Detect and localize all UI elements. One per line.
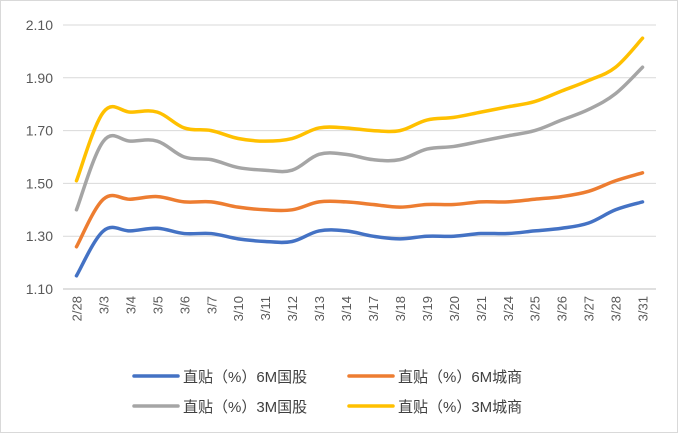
x-tick-label: 3/6 (177, 296, 192, 314)
y-tick-label: 1.30 (26, 228, 53, 244)
x-tick-label: 3/31 (636, 296, 651, 321)
x-tick-label: 3/12 (285, 296, 300, 321)
series-line-1 (74, 171, 645, 249)
legend-label-3: 直贴（%）3M城商 (398, 399, 522, 416)
x-tick-label: 3/25 (528, 296, 543, 321)
x-tick-label: 3/26 (555, 296, 570, 321)
x-tick-label: 3/11 (258, 296, 273, 320)
legend-label-1: 直贴（%）6M城商 (398, 369, 522, 386)
x-tick-label: 3/28 (609, 296, 624, 321)
x-tick-label: 3/5 (150, 296, 165, 314)
x-tick-label: 3/14 (339, 296, 354, 321)
x-tick-label: 3/7 (204, 296, 219, 314)
x-tick-label: 3/19 (420, 296, 435, 321)
y-tick-label: 1.50 (26, 175, 53, 191)
x-tick-label: 3/13 (312, 296, 327, 321)
legend-label-2: 直贴（%）3M国股 (183, 399, 307, 416)
x-axis-ticks: 2/28 3/3 3/4 3/5 3/6 3/7 3/10 3/11 3/12 3/13 3/14 3… (69, 296, 650, 321)
y-tick-label: 1.70 (26, 123, 53, 139)
x-tick-label: 3/20 (447, 296, 462, 321)
x-tick-label: 3/4 (123, 296, 138, 314)
x-tick-label: 3/21 (474, 296, 489, 321)
y-tick-label: 2.10 (26, 17, 53, 33)
series-line-2 (74, 65, 645, 212)
y-tick-label: 1.90 (26, 70, 53, 86)
x-tick-label: 3/24 (501, 296, 516, 321)
x-tick-label: 3/27 (582, 296, 597, 321)
series-line-3 (74, 36, 645, 183)
x-tick-label: 3/3 (96, 296, 111, 314)
y-axis-ticks: 1.10 1.30 1.50 1.70 1.90 2.10 (26, 17, 53, 297)
series-line-0 (74, 200, 645, 278)
legend-label-0: 直贴（%）6M国股 (183, 369, 307, 386)
x-tick-label: 3/17 (366, 296, 381, 321)
y-tick-label: 1.10 (26, 281, 53, 297)
x-tick-label: 2/28 (69, 296, 84, 321)
x-tick-label: 3/10 (231, 296, 246, 321)
x-tick-label: 3/18 (393, 296, 408, 321)
series-lines (74, 36, 645, 278)
